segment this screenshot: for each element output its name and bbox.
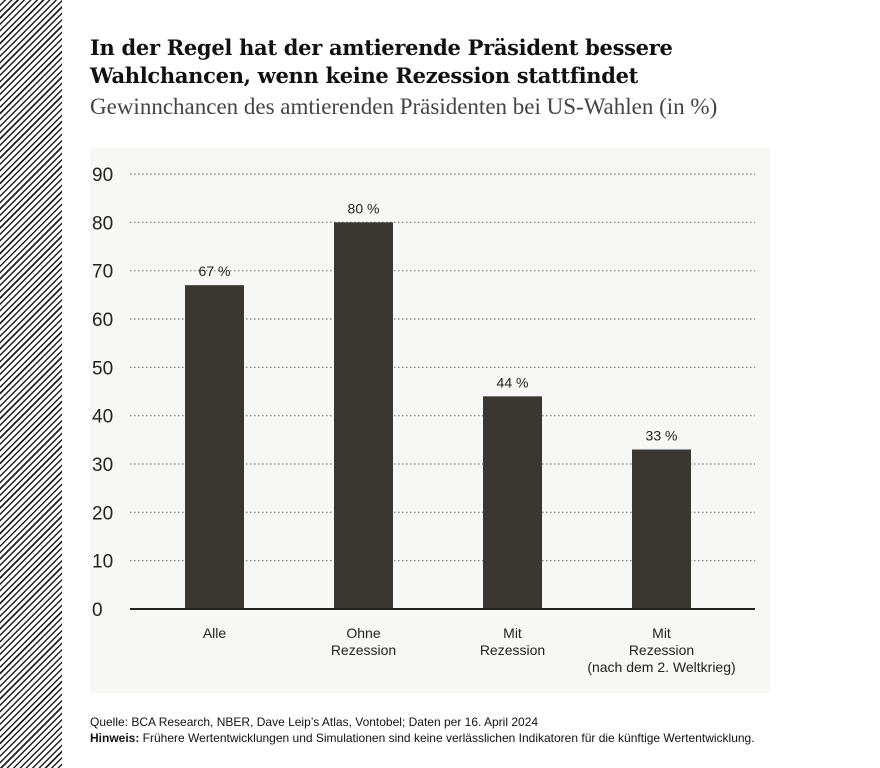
- chart-subtitle: Gewinnchancen des amtierenden Präsidente…: [90, 94, 718, 119]
- x-tick-label: (nach dem 2. Weltkrieg): [587, 659, 735, 675]
- x-tick-label: Rezession: [480, 642, 545, 658]
- y-tick-label: 70: [92, 262, 113, 283]
- y-tick-label: 80: [92, 213, 113, 234]
- y-tick-label: 50: [92, 358, 113, 379]
- data-label: 44 %: [497, 374, 529, 390]
- note-label: Hinweis:: [90, 731, 140, 745]
- data-label: 80 %: [348, 200, 380, 216]
- y-tick-label: 20: [92, 503, 113, 524]
- y-tick-label: 40: [92, 407, 113, 428]
- bar: [334, 222, 393, 610]
- chart-title: In der Regel hat der amtierende Präsiden…: [90, 34, 673, 90]
- note-text: Hinweis: Frühere Wertentwicklungen und S…: [90, 730, 755, 746]
- bar: [632, 449, 691, 609]
- x-tick-label: Mit: [652, 625, 671, 641]
- bar: [185, 285, 244, 609]
- data-label: 67 %: [199, 263, 231, 279]
- title-line-1: In der Regel hat der amtierende Präsiden…: [90, 35, 673, 60]
- x-tick-label: Rezession: [331, 642, 396, 658]
- x-tick-label: Mit: [503, 625, 522, 641]
- y-tick-label: 0: [92, 600, 103, 621]
- bar: [483, 396, 542, 609]
- x-tick-label: Ohne: [346, 625, 380, 641]
- y-tick-label: 90: [92, 165, 113, 186]
- title-line-2: Wahlchancen, wenn keine Rezession stattf…: [90, 63, 639, 88]
- source-text: Quelle: BCA Research, NBER, Dave Leip’s …: [90, 715, 539, 729]
- x-tick-label: Alle: [203, 625, 227, 641]
- y-tick-label: 30: [92, 455, 113, 476]
- y-tick-label: 60: [92, 310, 113, 331]
- note-body: Frühere Wertentwicklungen und Simulation…: [139, 731, 755, 745]
- hatch-decoration: [0, 0, 62, 768]
- footer: Quelle: BCA Research, NBER, Dave Leip’s …: [90, 714, 755, 746]
- y-tick-label: 10: [92, 552, 113, 573]
- x-tick-label: Rezession: [629, 642, 694, 658]
- data-label: 33 %: [646, 428, 678, 444]
